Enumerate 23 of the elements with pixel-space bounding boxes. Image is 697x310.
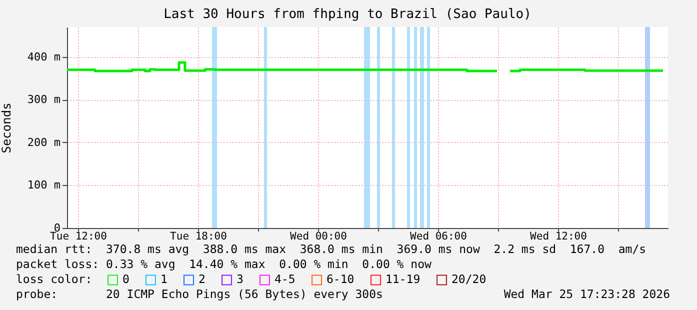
chart-title: Last 30 Hours from fhping to Brazil (Sao Paulo) (164, 7, 532, 22)
text: median rtt: 370.8 ms avg 388.0 ms max 368.0 ms min 369.0 ms now 2.2 ms sd 167.0 am/s (16, 242, 646, 256)
y-axis-title: Seconds (0, 102, 14, 154)
legend-label: 20/20 (452, 272, 486, 286)
legend-title: loss color: (16, 272, 92, 286)
text: packet loss: 0.33 % avg 14.40 % max 0.00 % min 0.00 % now (16, 257, 432, 271)
x-tick-label: Wed 12:00 (530, 230, 587, 242)
x-tick-label: Wed 06:00 (410, 230, 467, 242)
legend-label: 0 (122, 272, 130, 286)
legend-label: 6-10 (326, 272, 354, 286)
text: Wed Mar 25 17:23:28 2026 (504, 287, 670, 301)
y-tick-label: 300 m (27, 93, 61, 106)
legend-label: 11-19 (386, 272, 420, 286)
text: probe: 20 ICMP Echo Pings (56 Bytes) every 300s (16, 287, 383, 301)
x-tick-label: Tue 18:00 (170, 230, 227, 242)
legend-label: 1 (160, 272, 168, 286)
y-tick-label: 200 m (27, 136, 61, 149)
legend-label: 2 (198, 272, 206, 286)
y-tick-label: 100 m (27, 178, 61, 192)
legend-label: 4-5 (274, 272, 296, 286)
legend-label: 3 (236, 272, 244, 286)
y-tick-label: 400 m (27, 50, 61, 64)
x-tick-label: Wed 00:00 (290, 230, 347, 242)
